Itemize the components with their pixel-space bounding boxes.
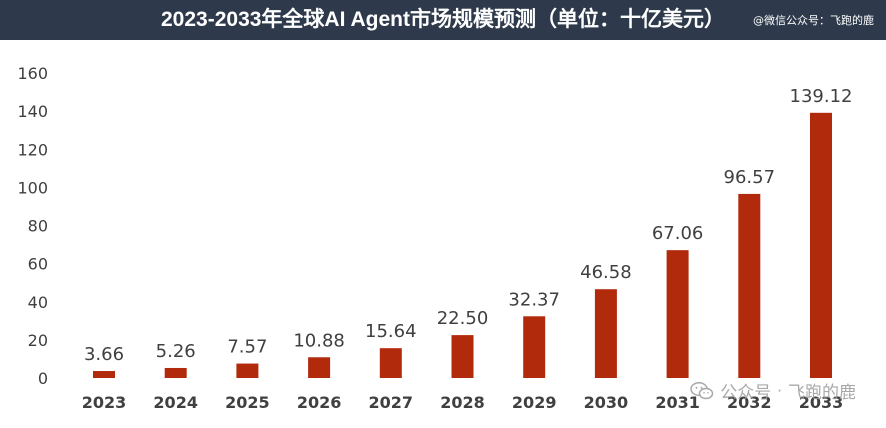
wechat-icon	[690, 381, 714, 400]
x-tick-label: 2032	[727, 393, 772, 412]
watermark-account-label: 公众号	[720, 383, 772, 403]
value-label: 5.26	[156, 341, 196, 362]
y-tick-label: 100	[17, 178, 48, 197]
value-label: 10.88	[293, 330, 345, 351]
watermark-separator: ·	[777, 381, 782, 400]
bar-2027	[379, 348, 402, 378]
chart-title: 2023-2033年全球AI Agent市场规模预测（单位：十亿美元）	[161, 8, 725, 31]
value-label: 139.12	[790, 86, 853, 107]
x-tick-label: 2031	[655, 393, 700, 412]
watermark-bottom: 公众号 · 飞跑的鹿	[690, 378, 856, 403]
bar-2026	[308, 357, 331, 378]
title-bar	[0, 0, 886, 40]
bar-2028	[451, 335, 474, 378]
y-tick-label: 20	[28, 331, 48, 350]
value-label: 7.57	[227, 337, 267, 358]
y-tick-label: 160	[17, 64, 48, 83]
bar-2029	[523, 316, 546, 378]
x-axis-ticks: 2023 2024 2025 2026 2027 2028 2029 2030 2031 2032…	[82, 393, 844, 412]
y-tick-label: 40	[28, 293, 48, 312]
watermark-top: @微信公众号：飞跑的鹿	[753, 14, 874, 27]
value-label: 67.06	[652, 223, 704, 244]
value-label: 96.57	[724, 167, 776, 188]
y-tick-label: 0	[38, 369, 48, 388]
y-tick-label: 140	[17, 102, 48, 121]
x-tick-label: 2029	[512, 393, 557, 412]
bar-2030	[594, 289, 617, 378]
x-tick-label: 2025	[225, 393, 270, 412]
bar-chart: 0 20 40 60 80 100 120 140 160 3.66 5.26 7.57 10.88 1…	[17, 64, 853, 412]
y-tick-label: 80	[28, 217, 48, 236]
x-tick-label: 2027	[369, 393, 414, 412]
x-tick-label: 2023	[82, 393, 127, 412]
value-label: 15.64	[365, 321, 417, 342]
bar-2032	[738, 193, 761, 378]
bar-2024	[164, 367, 187, 378]
watermark-account-name: 飞跑的鹿	[788, 383, 856, 403]
bar-2025	[236, 363, 259, 378]
bar-2023	[93, 371, 115, 378]
value-label: 3.66	[84, 344, 124, 365]
bar-2031	[666, 250, 689, 378]
x-tick-label: 2028	[440, 393, 485, 412]
value-label: 32.37	[508, 289, 560, 310]
y-axis-ticks: 0 20 40 60 80 100 120 140 160	[17, 64, 48, 388]
bars	[93, 112, 832, 379]
value-label: 46.58	[580, 262, 632, 283]
value-label: 22.50	[437, 308, 489, 329]
y-tick-label: 120	[17, 140, 48, 159]
x-tick-label: 2033	[799, 393, 844, 412]
x-tick-label: 2024	[153, 393, 198, 412]
bar-2033	[810, 112, 832, 379]
x-tick-label: 2026	[297, 393, 342, 412]
y-tick-label: 60	[28, 255, 48, 274]
x-tick-label: 2030	[584, 393, 629, 412]
value-labels: 3.66 5.26 7.57 10.88 15.64 22.50 32.37 46.58 67.…	[84, 86, 853, 365]
